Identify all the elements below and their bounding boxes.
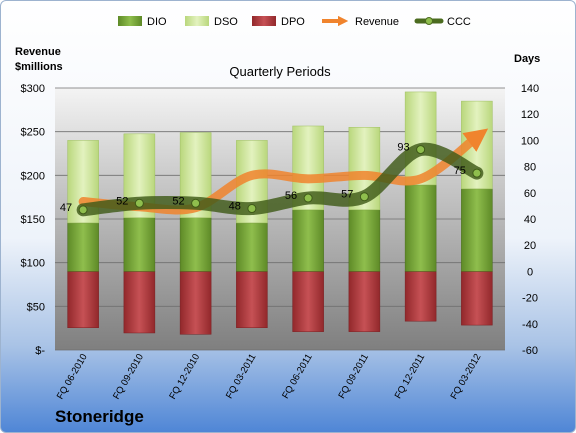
- right-axis: -60 -40 -20 0 20 40 60 80 100 120 140: [521, 83, 539, 357]
- ccc-data-label: 48: [229, 201, 241, 213]
- legend-swatch-ccc: [414, 17, 444, 25]
- right-tick-label: -40: [522, 319, 538, 331]
- legend-swatch-dpo: [252, 16, 276, 26]
- bar-dio: [123, 217, 156, 272]
- left-axis: $- $50 $100 $150 $200 $250 $300: [21, 83, 46, 357]
- company-name: Stoneridge: [55, 407, 144, 426]
- ccc-point: [472, 168, 482, 178]
- left-tick-label: $200: [21, 170, 45, 182]
- category-axis: FQ 06-2010 FQ 09-2010 FQ 12-2010 FQ 03-2011…: [55, 352, 484, 401]
- category-label: FQ 03-2011: [224, 352, 259, 401]
- bar-dpo: [461, 271, 493, 326]
- bar-dio: [236, 222, 268, 272]
- bar-dpo: [404, 271, 437, 322]
- left-axis-title-line1: Revenue: [15, 46, 61, 58]
- bar-dpo: [292, 271, 324, 332]
- category-label: FQ 03-2012: [449, 352, 484, 401]
- legend: DIO DSO DPO Revenue CCC: [118, 15, 471, 28]
- bar-dio: [404, 184, 437, 272]
- legend-label-ccc: CCC: [447, 16, 471, 28]
- ccc-data-label: 93: [397, 142, 409, 154]
- ccc-data-label: 57: [341, 189, 353, 201]
- right-tick-label: -60: [522, 345, 538, 357]
- bar-dpo: [236, 271, 268, 328]
- ccc-data-label: 52: [172, 195, 184, 207]
- right-tick-label: -20: [522, 293, 538, 305]
- right-tick-label: 0: [527, 266, 533, 278]
- ccc-point: [191, 198, 201, 208]
- ccc-data-label: 47: [60, 202, 72, 214]
- legend-label-dio: DIO: [147, 16, 167, 28]
- ccc-point: [78, 205, 88, 215]
- ccc-series: 47 52 52 48 56 57 93 75: [60, 142, 484, 217]
- ccc-point: [247, 204, 257, 214]
- bar-dio: [67, 222, 99, 272]
- legend-label-dso: DSO: [214, 16, 238, 28]
- right-tick-label: 20: [524, 240, 536, 252]
- left-tick-label: $150: [21, 214, 45, 226]
- ccc-point: [359, 192, 369, 202]
- category-label: FQ 12-2011: [393, 352, 428, 401]
- bar-dio: [461, 188, 493, 272]
- category-label: FQ 06-2010: [55, 352, 90, 401]
- bar-dio: [348, 209, 381, 272]
- right-tick-label: 100: [521, 135, 539, 147]
- legend-swatch-dio: [118, 16, 142, 26]
- ccc-point: [416, 145, 426, 155]
- right-tick-label: 40: [524, 214, 536, 226]
- right-axis-title: Days: [514, 53, 540, 65]
- bar-dpo: [67, 271, 99, 328]
- bar-dpo: [348, 271, 381, 332]
- bar-dpo: [123, 271, 156, 334]
- left-tick-label: $300: [21, 83, 45, 95]
- legend-label-revenue: Revenue: [355, 16, 399, 28]
- category-label: FQ 09-2011: [336, 352, 371, 401]
- ccc-data-label: 75: [454, 165, 466, 177]
- right-tick-label: 60: [524, 188, 536, 200]
- chart-subtitle: Quarterly Periods: [229, 64, 331, 79]
- right-tick-label: 140: [521, 83, 539, 95]
- ccc-data-label: 52: [116, 195, 128, 207]
- left-tick-label: $250: [21, 127, 45, 139]
- left-tick-label: $50: [27, 301, 45, 313]
- ccc-point: [303, 193, 313, 203]
- ccc-data-label: 56: [285, 190, 297, 202]
- category-label: FQ 09-2010: [111, 352, 146, 401]
- bar-dio: [292, 209, 324, 272]
- right-tick-label: 80: [524, 162, 536, 174]
- bar-dpo: [179, 271, 212, 335]
- left-axis-title-line2: $millions: [15, 61, 63, 73]
- legend-label-dpo: DPO: [281, 16, 305, 28]
- category-label: FQ 06-2011: [280, 352, 315, 401]
- bar-dio: [179, 217, 212, 272]
- ccc-point: [134, 198, 144, 208]
- left-tick-label: $100: [21, 258, 45, 270]
- legend-swatch-dso: [185, 16, 209, 26]
- right-tick-label: 120: [521, 109, 539, 121]
- left-tick-label: $-: [35, 345, 45, 357]
- category-label: FQ 12-2010: [167, 352, 202, 401]
